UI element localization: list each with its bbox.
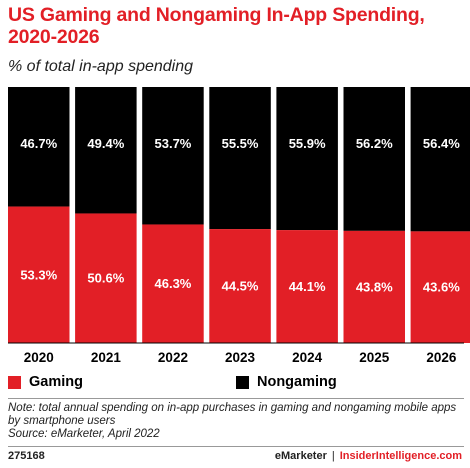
legend-swatch-nongaming: [236, 375, 249, 389]
x-tick-label-2023: 2023: [225, 350, 256, 365]
brand-separator: |: [331, 450, 335, 462]
x-tick-label-2021: 2021: [91, 350, 122, 365]
data-label-gaming-2023: 44.5%: [222, 279, 259, 294]
x-tick-label-2025: 2025: [359, 350, 390, 365]
x-tick-label-2026: 2026: [426, 350, 457, 365]
bar-nongaming-2021: [75, 87, 137, 214]
data-label-gaming-2022: 46.3%: [155, 276, 192, 291]
bar-nongaming-2022: [142, 87, 204, 225]
x-tick-label-2022: 2022: [158, 350, 188, 365]
x-tick-label-2024: 2024: [292, 350, 323, 365]
bar-nongaming-2020: [8, 87, 70, 207]
bar-nongaming-2024: [276, 87, 338, 231]
bar-gaming-2020: [8, 206, 70, 343]
data-label-gaming-2024: 44.1%: [289, 279, 326, 294]
data-label-gaming-2020: 53.3%: [20, 267, 57, 282]
data-label-gaming-2025: 43.8%: [356, 279, 393, 294]
data-label-nongaming-2023: 55.5%: [222, 136, 259, 151]
data-label-gaming-2026: 43.6%: [423, 280, 460, 295]
divider-top: [8, 398, 464, 399]
bar-gaming-2022: [142, 224, 204, 343]
legend-item-nongaming: Nongaming: [236, 374, 337, 390]
data-label-nongaming-2024: 55.9%: [289, 136, 326, 151]
bar-gaming-2021: [75, 213, 137, 343]
bar-gaming-2023: [209, 229, 271, 343]
legend-swatch-gaming: [8, 375, 21, 389]
brand-insider-intelligence: InsiderIntelligence.com: [339, 450, 462, 462]
chart-subtitle: % of total in-app spending: [8, 58, 194, 75]
bar-gaming-2025: [343, 230, 405, 343]
data-label-gaming-2021: 50.6%: [87, 271, 124, 286]
bar-gaming-2026: [410, 231, 470, 343]
note-text: Note: total annual spending on in-app pu…: [8, 402, 457, 427]
legend-item-gaming: Gaming: [8, 374, 83, 390]
data-label-nongaming-2025: 56.2%: [356, 136, 393, 151]
chart-title: US Gaming and Nongaming In-App Spending,…: [8, 4, 425, 48]
bar-nongaming-2026: [410, 87, 470, 232]
divider-bottom: [8, 446, 464, 447]
footer-brand: eMarketer | InsiderIntelligence.com: [275, 450, 462, 462]
bar-nongaming-2025: [343, 87, 405, 231]
source-text: Source: eMarketer, April 2022: [8, 428, 160, 440]
bar-nongaming-2023: [209, 87, 271, 230]
data-label-nongaming-2022: 53.7%: [155, 136, 192, 151]
legend-label-gaming: Gaming: [29, 374, 83, 390]
stacked-bar-chart: 46.7% 53.3% 2020 49.4% 50.6% 2021 53.7% 46.3% 20…: [8, 87, 470, 365]
bar-gaming-2024: [276, 230, 338, 343]
data-label-nongaming-2020: 46.7%: [20, 136, 57, 151]
data-label-nongaming-2021: 49.4%: [87, 136, 124, 151]
chart-id: 275168: [8, 450, 45, 462]
chart-note: Note: total annual spending on in-app pu…: [8, 402, 464, 441]
data-label-nongaming-2026: 56.4%: [423, 136, 460, 151]
brand-emarketer: eMarketer: [274, 450, 327, 462]
legend-label-nongaming: Nongaming: [257, 374, 337, 390]
x-tick-label-2020: 2020: [24, 350, 54, 365]
